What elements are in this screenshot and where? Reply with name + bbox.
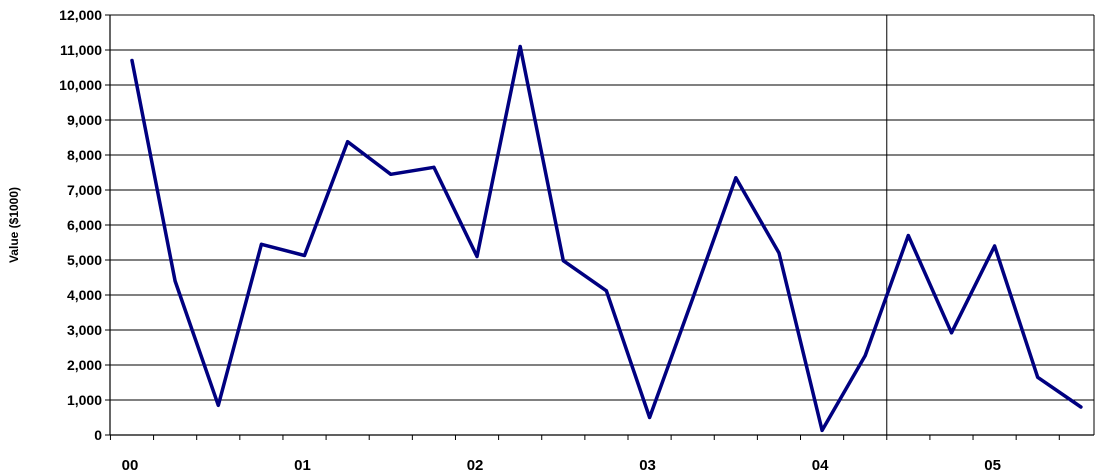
data-point — [949, 331, 953, 335]
data-point — [1079, 405, 1083, 409]
y-tick-label: 9,000 — [67, 112, 102, 128]
x-tick-label: 03 — [639, 457, 656, 474]
data-point — [173, 279, 177, 283]
y-tick-label: 10,000 — [59, 77, 102, 93]
data-point — [130, 59, 134, 62]
gridlines — [110, 14, 1094, 401]
data-point — [734, 176, 738, 180]
data-point — [906, 234, 910, 237]
data-point — [432, 165, 436, 169]
data-point — [561, 259, 565, 263]
data-point — [863, 354, 867, 358]
data-point — [518, 45, 522, 48]
data-point — [216, 403, 220, 407]
x-axis-ticks: 00 01 02 03 04 05 — [109, 435, 1060, 474]
series-lines — [130, 44, 1083, 433]
x-tick-label: 01 — [294, 457, 311, 474]
data-point — [993, 244, 997, 248]
data-point — [1036, 375, 1040, 379]
y-tick-label: 2,000 — [67, 357, 102, 373]
y-tick-label: 5,000 — [67, 252, 102, 268]
y-tick-label: 0 — [94, 427, 102, 443]
y-tick-label: 7,000 — [67, 182, 102, 198]
series-line — [130, 44, 1083, 433]
data-point — [820, 428, 824, 432]
y-tick-label: 3,000 — [67, 322, 102, 338]
y-tick-label: 8,000 — [67, 147, 102, 163]
y-tick-label: 4,000 — [67, 287, 102, 303]
x-tick-label: 05 — [984, 457, 1001, 474]
data-point — [604, 289, 608, 293]
data-point — [346, 140, 350, 144]
data-point — [691, 297, 695, 300]
y-tick-label: 11,000 — [60, 42, 102, 58]
y-axis-ticks: 0 1,000 2,000 3,000 4,000 5,000 6,000 7,000 8,00… — [59, 7, 110, 443]
y-tick-label: 12,000 — [59, 7, 102, 23]
y-tick-label: 6,000 — [67, 217, 102, 233]
x-tick-label: 04 — [812, 457, 829, 474]
y-axis-label: Value ($1000) — [7, 187, 21, 263]
x-tick-label: 00 — [122, 457, 139, 474]
data-point — [777, 251, 781, 255]
y-tick-label: 1,000 — [67, 392, 102, 408]
data-point — [475, 255, 479, 258]
x-tick-label: 02 — [467, 457, 484, 474]
data-point — [303, 253, 307, 257]
axes — [109, 15, 1095, 436]
data-point — [259, 242, 263, 246]
data-point — [648, 416, 652, 419]
data-point — [389, 172, 393, 176]
